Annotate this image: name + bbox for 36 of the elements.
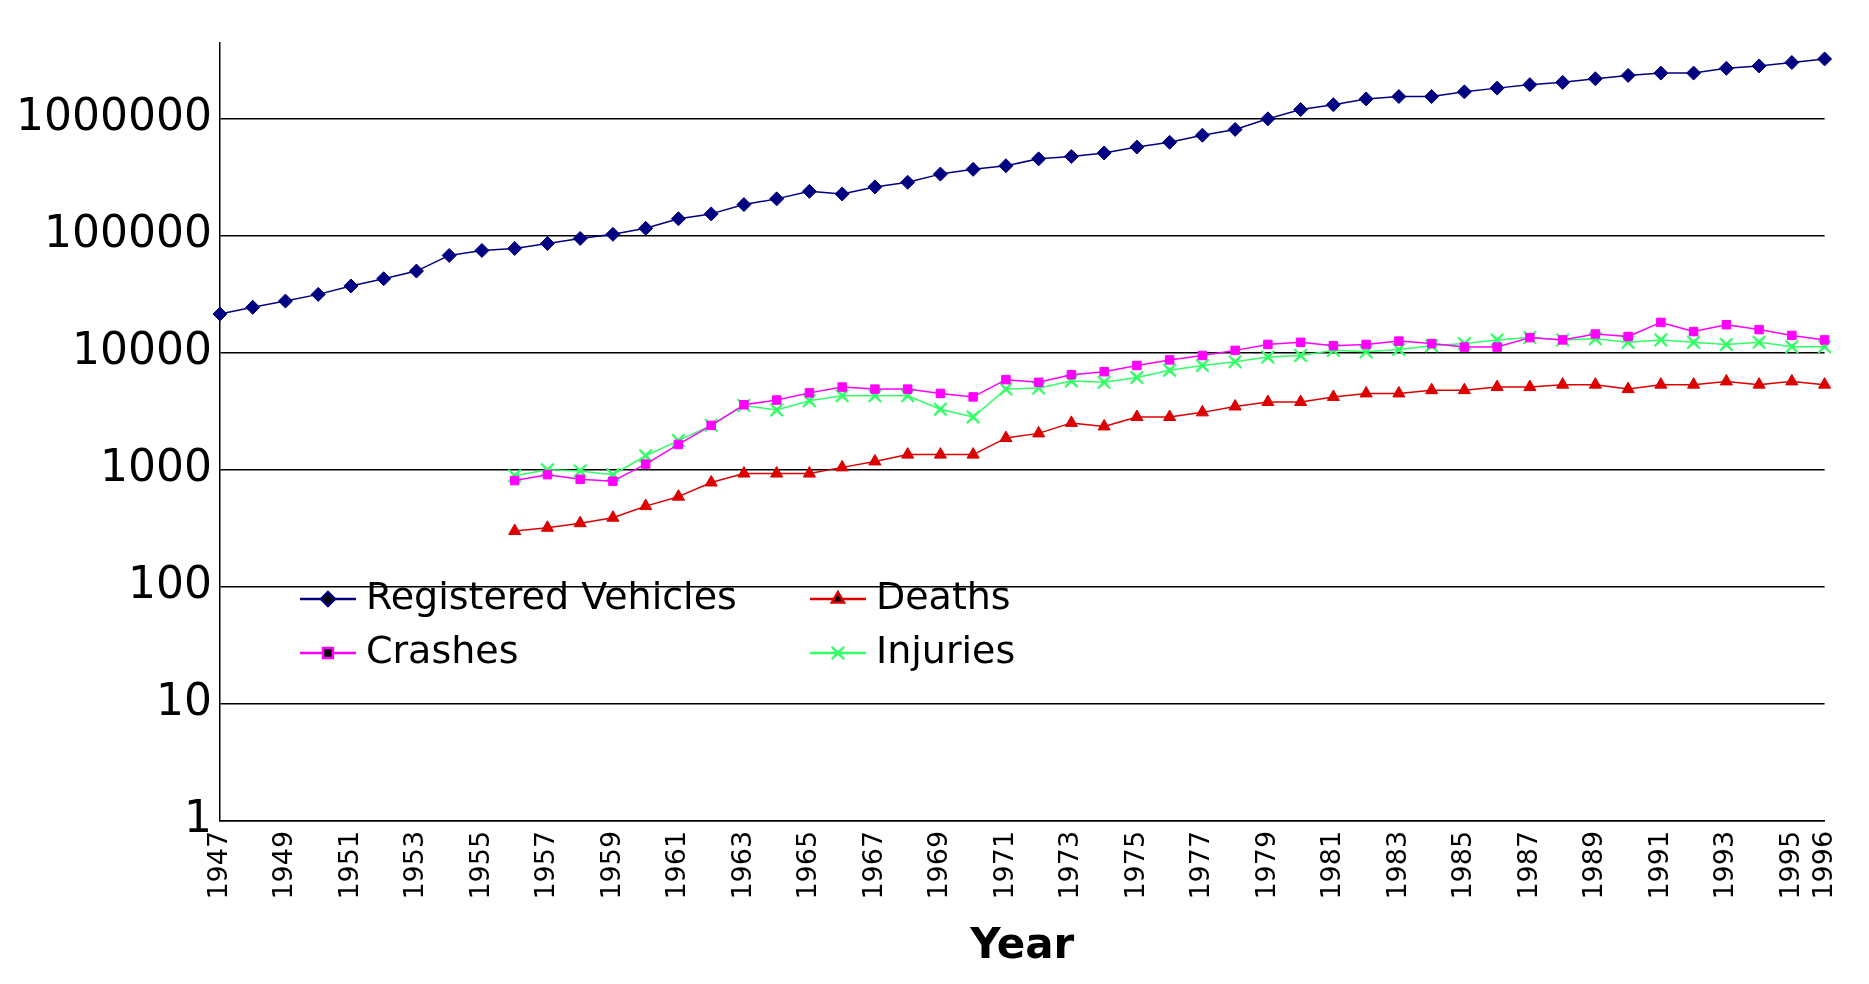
x-tick-label: 1963 [725,830,757,900]
x-tick-label: 1981 [1315,830,1347,900]
y-tick-label: 10000 [71,323,212,375]
x-tick-label: 1985 [1446,830,1478,900]
x-tick-label: 1989 [1577,830,1609,900]
legend-label: Crashes [365,627,519,672]
x-tick-label: 1996 [1806,830,1838,900]
x-tick-label: 1965 [791,830,823,900]
legend-label: Injuries [875,627,1016,672]
x-tick-label: 1987 [1511,830,1543,900]
legend-label: Registered Vehicles [365,573,737,618]
y-tick-label: 100000 [43,206,212,258]
x-tick-label: 1973 [1053,830,1085,900]
x-tick-label: 1995 [1773,830,1805,900]
x-tick-label: 1955 [463,830,495,900]
x-tick-label: 1993 [1708,830,1740,900]
x-tick-label: 1983 [1380,830,1412,900]
x-tick-label: 1959 [594,830,626,900]
x-tick-label: 1957 [529,830,561,900]
x-tick-label: 1991 [1642,830,1674,900]
y-tick-label: 100 [127,557,212,609]
x-tick-label: 1977 [1184,830,1216,900]
x-tick-label: 1969 [922,830,954,900]
y-tick-label: 10 [155,674,212,726]
x-axis-title: Year [969,918,1075,968]
x-tick-label: 1949 [267,830,299,900]
x-tick-label: 1975 [1118,830,1150,900]
y-tick-label: 1000000 [15,89,212,141]
x-tick-label: 1979 [1249,830,1281,900]
x-tick-label: 1953 [398,830,430,900]
x-tick-label: 1967 [856,830,888,900]
x-tick-label: 1961 [660,830,692,900]
y-tick-label: 1000 [99,440,212,492]
x-tick-label: 1951 [332,830,364,900]
legend-label: Deaths [875,573,1011,618]
x-tick-label: 1971 [987,830,1019,900]
